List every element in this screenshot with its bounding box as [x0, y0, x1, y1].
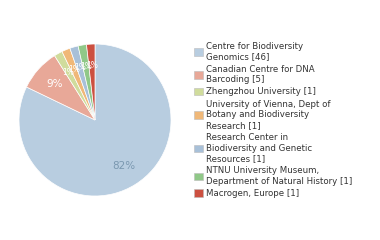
Wedge shape [87, 44, 95, 120]
Wedge shape [62, 48, 95, 120]
Text: 9%: 9% [46, 78, 62, 89]
Legend: Centre for Biodiversity
Genomics [46], Canadian Centre for DNA
Barcoding [5], Zh: Centre for Biodiversity Genomics [46], C… [194, 42, 353, 198]
Wedge shape [55, 52, 95, 120]
Wedge shape [19, 44, 171, 196]
Text: 1%: 1% [68, 65, 80, 74]
Text: 1%: 1% [74, 63, 86, 72]
Wedge shape [78, 44, 95, 120]
Text: 1%: 1% [80, 61, 92, 71]
Wedge shape [70, 46, 95, 120]
Text: 1%: 1% [63, 68, 74, 77]
Wedge shape [27, 56, 95, 120]
Text: 82%: 82% [112, 161, 136, 171]
Text: 1%: 1% [86, 61, 98, 70]
